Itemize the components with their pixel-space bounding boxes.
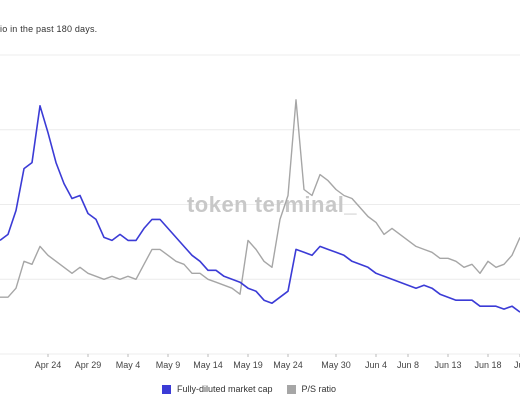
- x-axis-ticks: Apr 24 Apr 29 May 4 May 9 May 14 May 19 May 24…: [35, 354, 520, 370]
- x-tick-label-3: May 9: [156, 360, 181, 370]
- x-tick-label-11: Jun 18: [474, 360, 501, 370]
- series-line-market-cap[interactable]: [0, 105, 520, 313]
- x-tick-label-7: May 30: [321, 360, 351, 370]
- x-tick-label-9: Jun 8: [397, 360, 419, 370]
- x-tick-label-4: May 14: [193, 360, 223, 370]
- chart-legend: Fully-diluted market cap P/S ratio: [162, 384, 336, 394]
- line-chart: token terminal_ Apr 24 Apr 29 May 4 May 9 Ma…: [0, 54, 520, 370]
- x-tick-label-1: Apr 29: [75, 360, 102, 370]
- legend-swatch-ps-ratio: [286, 384, 296, 394]
- legend-item-ps-ratio[interactable]: P/S ratio: [286, 384, 337, 394]
- legend-label-market-cap: Fully-diluted market cap: [177, 384, 273, 394]
- legend-swatch-market-cap: [162, 384, 171, 394]
- x-tick-label-10: Jun 13: [434, 360, 461, 370]
- legend-item-market-cap[interactable]: Fully-diluted market cap: [162, 384, 273, 394]
- x-tick-label-0: Apr 24: [35, 360, 62, 370]
- x-tick-label-5: May 19: [233, 360, 263, 370]
- series-line-ps-ratio[interactable]: [0, 99, 520, 298]
- x-tick-label-2: May 4: [116, 360, 141, 370]
- x-tick-label-6: May 24: [273, 360, 303, 370]
- chart-subtitle: io in the past 180 days.: [0, 24, 98, 34]
- x-tick-label-12: Ju: [514, 360, 520, 370]
- watermark: token terminal_: [187, 192, 357, 217]
- x-tick-label-8: Jun 4: [365, 360, 387, 370]
- grid-lines: [0, 54, 520, 355]
- legend-label-ps-ratio: P/S ratio: [301, 384, 337, 394]
- series-layer: [0, 99, 520, 313]
